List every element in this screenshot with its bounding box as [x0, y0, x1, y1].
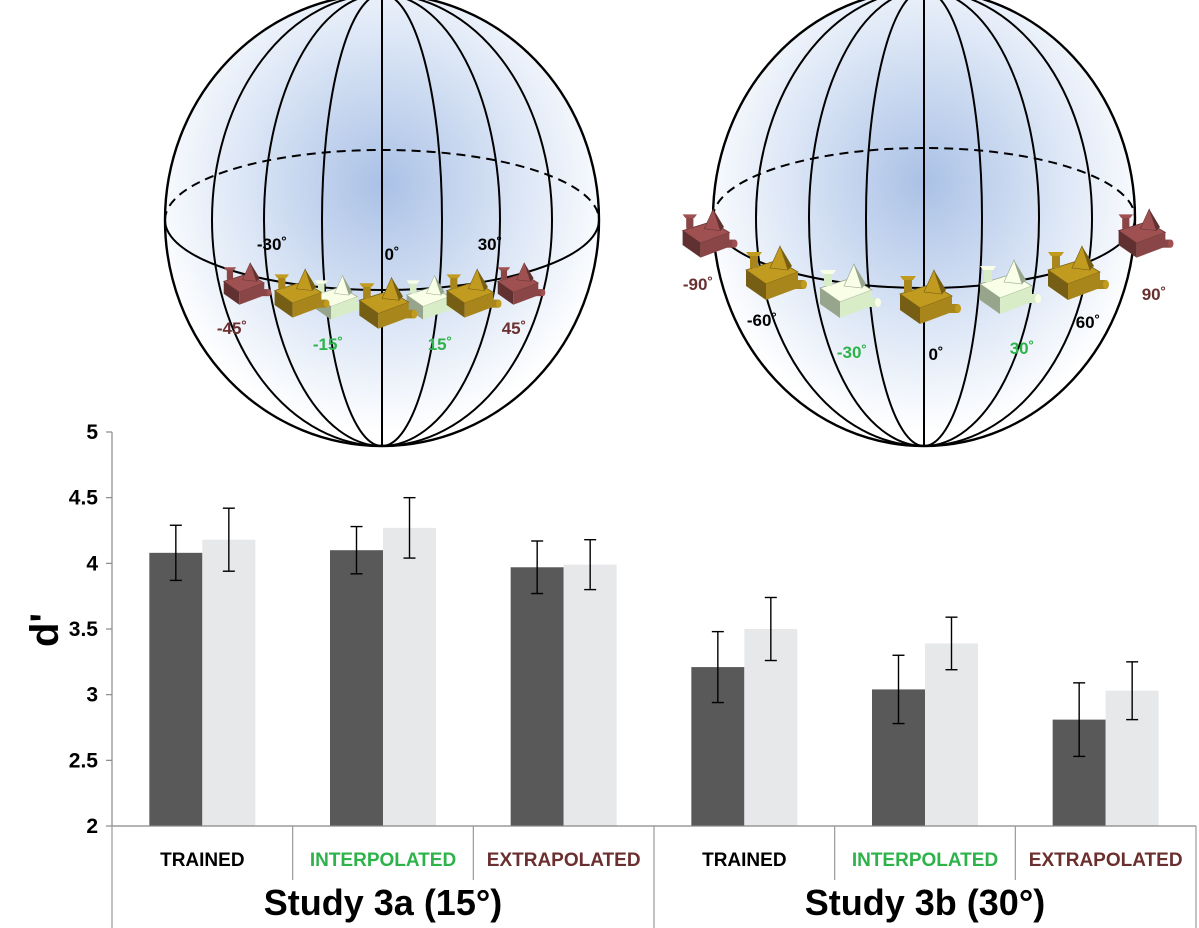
bar-light — [744, 629, 798, 826]
object-3d-icon — [899, 269, 961, 324]
object-3d-icon — [1047, 245, 1109, 300]
category-label: TRAINED — [702, 850, 786, 871]
bars — [149, 496, 1159, 826]
angle-label: 30˚ — [478, 235, 503, 254]
category-label: INTERPOLATED — [310, 850, 456, 871]
bar-dark — [510, 567, 564, 826]
object-3d-icon — [445, 268, 502, 318]
angle-label: 60˚ — [1076, 313, 1101, 332]
category-label: EXTRAPOLATED — [487, 850, 641, 871]
category-label: TRAINED — [160, 850, 244, 871]
group-label: Study 3b (30°) — [805, 882, 1045, 923]
y-tick-label: 3.5 — [69, 618, 99, 641]
category-label: EXTRAPOLATED — [1029, 850, 1183, 871]
sphere-diagram-30: -90˚ 90˚ -60˚ 60˚ -30˚ 0˚ 30˚ — [681, 0, 1174, 448]
object-3d-icon — [1117, 208, 1174, 258]
x-axis: TRAINED INTERPOLATED EXTRAPOLATED Study 3a … — [111, 825, 1197, 928]
angle-label: -45˚ — [217, 319, 247, 338]
object-3d-icon — [745, 245, 807, 300]
object-3d-icon — [405, 274, 457, 320]
angle-label: -15˚ — [313, 335, 343, 354]
equator-front — [164, 219, 600, 291]
angle-label: -30˚ — [257, 235, 287, 254]
object-3d-icon — [497, 261, 546, 305]
angle-label: 0˚ — [384, 245, 399, 264]
bar-light — [925, 643, 978, 826]
y-axis-label: d' — [23, 613, 67, 647]
angle-label: 45˚ — [502, 319, 527, 338]
object-3d-icon — [979, 259, 1041, 314]
angle-label: -30˚ — [837, 343, 867, 362]
angle-label: 90˚ — [1142, 285, 1167, 304]
object-3d-icon — [681, 208, 738, 258]
y-tick-label: 2 — [86, 815, 98, 838]
angle-label: -60˚ — [747, 311, 777, 330]
bar-light — [383, 527, 436, 826]
angle-label: -90˚ — [683, 275, 713, 294]
bar-light — [202, 539, 256, 826]
bar-light — [563, 564, 617, 826]
object-3d-icon — [223, 261, 272, 305]
y-axis: 2 2.5 3 3.5 4 4.5 5 — [69, 421, 113, 838]
sphere-outline — [163, 0, 601, 448]
angle-label: 15˚ — [428, 335, 453, 354]
bar-dark — [149, 552, 203, 826]
y-tick-label: 5 — [86, 421, 98, 444]
equator-back — [164, 149, 600, 221]
angle-label: 30˚ — [1010, 339, 1035, 358]
bar-dark — [330, 550, 383, 826]
category-label: INTERPOLATED — [852, 850, 998, 871]
bar-chart: 2 2.5 3 3.5 4 4.5 5 TRAINED INTERPOLATED EXTRAPO… — [23, 421, 1197, 928]
sphere-diagram-15: -30˚ 0˚ 30˚ -45˚ -15˚ 15˚ 45˚ — [163, 0, 601, 448]
equator-back — [712, 147, 1136, 219]
group-label: Study 3a (15°) — [264, 882, 502, 923]
object-3d-icon — [273, 268, 330, 318]
object-3d-icon — [819, 263, 881, 318]
angle-label: 0˚ — [928, 345, 943, 364]
y-tick-label: 3 — [86, 684, 98, 707]
y-tick-label: 2.5 — [69, 749, 99, 772]
y-tick-label: 4 — [86, 552, 98, 575]
y-tick-label: 4.5 — [69, 487, 99, 510]
object-3d-icon — [358, 276, 418, 329]
